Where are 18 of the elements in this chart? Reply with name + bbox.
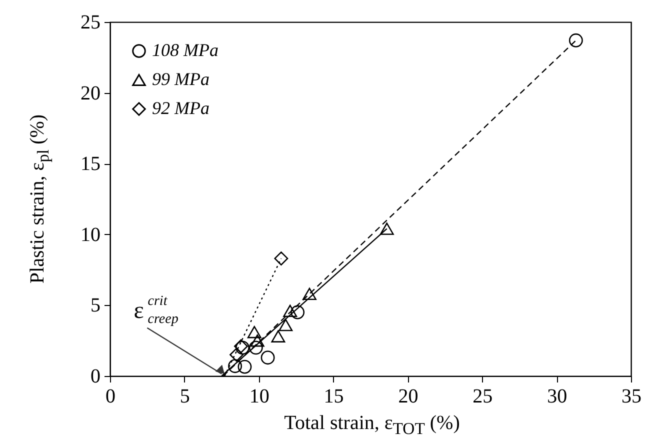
y-tick-label: 20	[80, 82, 100, 104]
y-tick-label: 5	[90, 294, 100, 317]
x-tick-label: 20	[398, 386, 418, 408]
x-tick-label: 30	[547, 386, 568, 408]
legend-label: 99 MPa	[152, 69, 210, 89]
x-tick-label: 15	[324, 386, 344, 408]
y-tick-label: 0	[90, 366, 100, 388]
y-tick-label: 15	[80, 153, 100, 176]
legend-label: 92 MPa	[152, 98, 210, 118]
legend-label: 108 MPa	[152, 40, 218, 60]
x-tick-label: 25	[472, 386, 493, 408]
y-tick-label: 10	[80, 224, 100, 246]
y-tick-label: 25	[80, 12, 100, 34]
x-tick-label: 0	[106, 386, 116, 408]
x-axis-title: Total strain, ε$_{TOT}$ (%)	[284, 412, 460, 439]
x-tick-label: 10	[249, 386, 270, 408]
x-tick-label: 35	[622, 386, 642, 408]
x-tick-label: 5	[180, 386, 190, 408]
